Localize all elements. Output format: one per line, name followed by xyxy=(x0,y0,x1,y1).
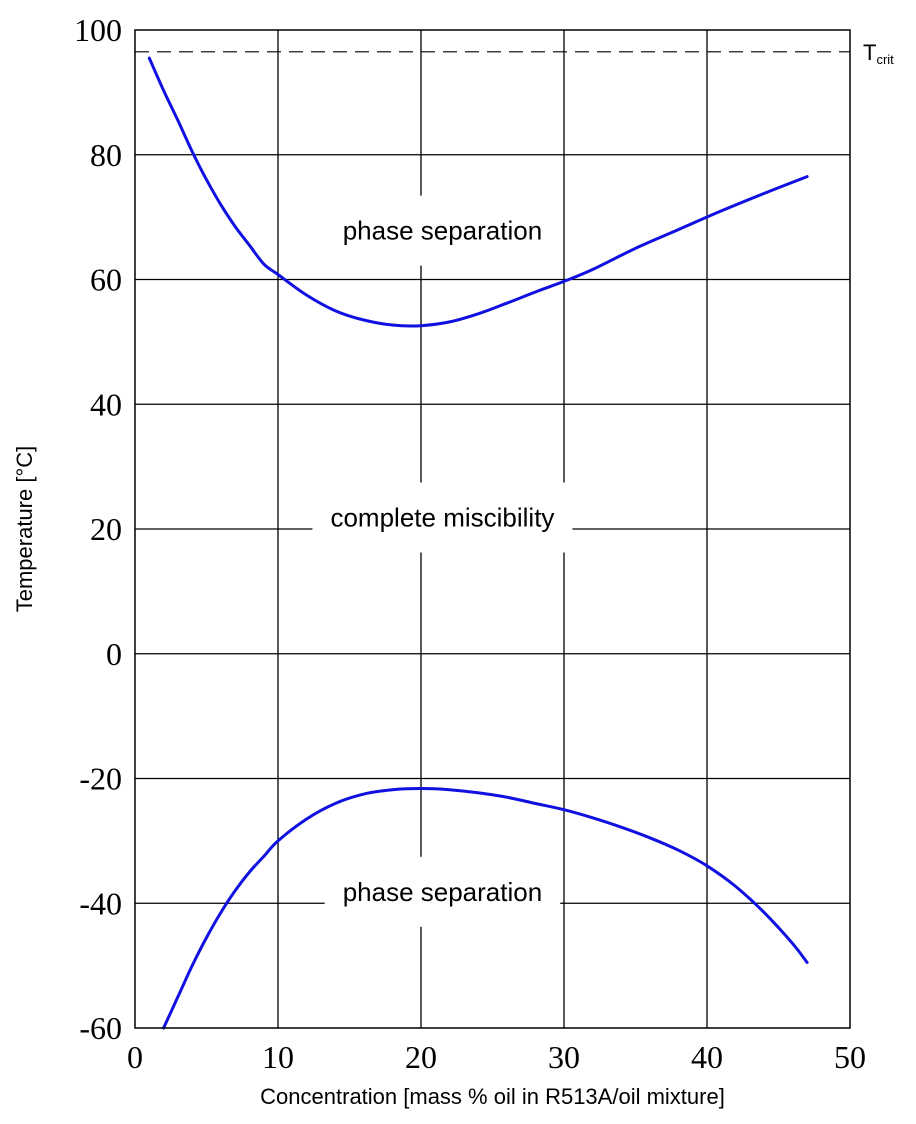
region-label: phase separation xyxy=(343,877,542,907)
y-tick-label: 80 xyxy=(90,137,122,173)
y-tick-label: 60 xyxy=(90,262,122,298)
reference-lines: Tcrit xyxy=(135,40,894,67)
tcrit-label-subscript: crit xyxy=(876,52,894,67)
tcrit-label: Tcrit xyxy=(863,40,894,67)
plot-area-frame xyxy=(134,29,851,1029)
miscibility-curve-2 xyxy=(162,787,809,1030)
y-tick-label: 0 xyxy=(106,636,122,672)
region-label-background xyxy=(324,856,561,927)
y-tick-label: -20 xyxy=(79,761,122,797)
x-tick-label: 30 xyxy=(548,1039,580,1075)
x-tick-label: 10 xyxy=(262,1039,294,1075)
region-label: phase separation xyxy=(343,216,542,246)
y-axis-title: Temperature [°C] xyxy=(12,446,37,613)
miscibility-curve-1 xyxy=(147,56,809,328)
y-tick-label: 40 xyxy=(90,386,122,422)
y-tick-label: -40 xyxy=(79,885,122,921)
region-labels: phase separation complete miscibility phas… xyxy=(312,195,573,927)
x-tick-label: 50 xyxy=(834,1039,866,1075)
x-axis-title: Concentration [mass % oil in R513A/oil m… xyxy=(260,1084,725,1109)
y-tick-label: 100 xyxy=(74,12,122,48)
y-tick-label: -60 xyxy=(79,1010,122,1046)
y-tick-label: 20 xyxy=(90,511,122,547)
region-label-background xyxy=(312,482,573,553)
x-tick-label: 0 xyxy=(127,1039,143,1075)
region-label-background xyxy=(324,195,561,266)
x-tick-label: 40 xyxy=(691,1039,723,1075)
series xyxy=(147,56,809,1030)
x-tick-label: 20 xyxy=(405,1039,437,1075)
region-label: complete miscibility xyxy=(330,503,554,533)
